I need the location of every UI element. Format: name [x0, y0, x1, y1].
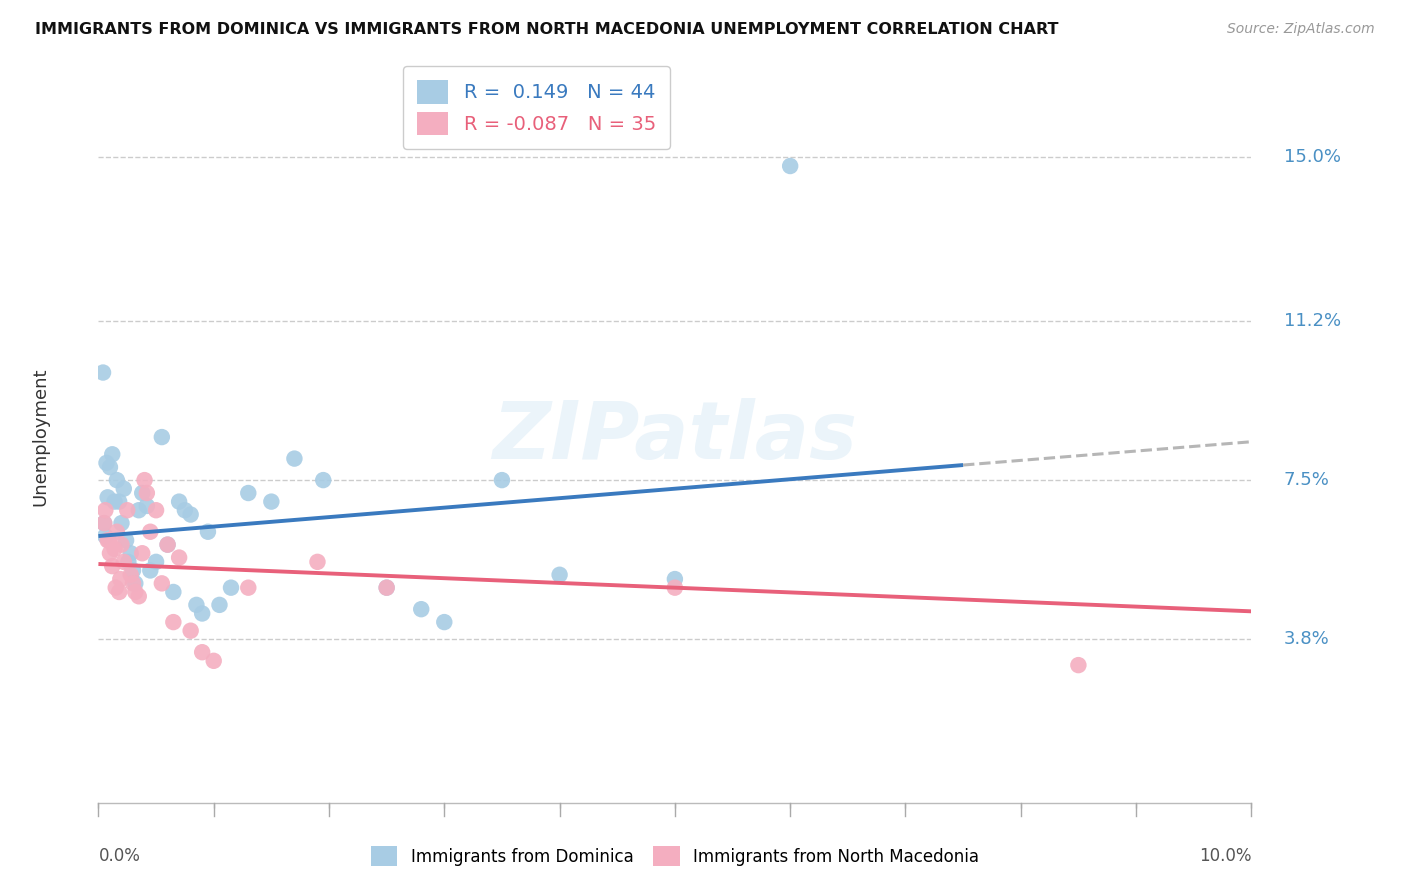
Point — [411, 602, 433, 616]
Text: IMMIGRANTS FROM DOMINICA VS IMMIGRANTS FROM NORTH MACEDONIA UNEMPLOYMENT CORRELA: IMMIGRANTS FROM DOMINICA VS IMMIGRANTS F… — [35, 22, 1059, 37]
Text: ZIPatlas: ZIPatlas — [492, 398, 858, 476]
Point — [124, 585, 146, 599]
Point — [134, 473, 156, 487]
Point — [180, 508, 202, 522]
Point — [103, 541, 125, 556]
Point — [110, 538, 132, 552]
Point — [131, 546, 153, 560]
Point — [219, 581, 242, 595]
Point — [96, 456, 118, 470]
Point — [112, 482, 135, 496]
Point — [150, 430, 173, 444]
Legend: R =  0.149   N = 44, R = -0.087   N = 35: R = 0.149 N = 44, R = -0.087 N = 35 — [404, 66, 669, 149]
Point — [202, 654, 225, 668]
Point — [94, 529, 117, 543]
Point — [167, 494, 190, 508]
Point — [112, 555, 135, 569]
Legend: Immigrants from Dominica, Immigrants from North Macedonia: Immigrants from Dominica, Immigrants fro… — [364, 839, 986, 873]
Text: 10.0%: 10.0% — [1199, 847, 1251, 864]
Point — [162, 585, 184, 599]
Point — [191, 607, 214, 621]
Point — [145, 555, 167, 569]
Point — [98, 546, 121, 560]
Point — [108, 494, 131, 508]
Point — [208, 598, 231, 612]
Point — [94, 503, 117, 517]
Point — [120, 546, 142, 560]
Point — [122, 576, 145, 591]
Point — [131, 486, 153, 500]
Point — [117, 503, 139, 517]
Point — [139, 524, 162, 539]
Point — [156, 538, 179, 552]
Point — [167, 550, 190, 565]
Point — [548, 567, 571, 582]
Point — [664, 581, 686, 595]
Point — [103, 494, 125, 508]
Point — [260, 494, 283, 508]
Point — [98, 460, 121, 475]
Point — [124, 576, 146, 591]
Text: 0.0%: 0.0% — [98, 847, 141, 864]
Point — [120, 567, 142, 582]
Point — [139, 564, 162, 578]
Point — [375, 581, 398, 595]
Point — [186, 598, 208, 612]
Point — [145, 503, 167, 517]
Point — [97, 533, 120, 548]
Text: 7.5%: 7.5% — [1284, 471, 1330, 489]
Point — [312, 473, 335, 487]
Text: Source: ZipAtlas.com: Source: ZipAtlas.com — [1227, 22, 1375, 37]
Point — [97, 533, 120, 548]
Point — [117, 555, 139, 569]
Point — [122, 564, 145, 578]
Point — [491, 473, 513, 487]
Point — [110, 572, 132, 586]
Point — [664, 572, 686, 586]
Point — [238, 581, 260, 595]
Point — [101, 559, 124, 574]
Point — [101, 447, 124, 461]
Point — [135, 499, 157, 513]
Text: Unemployment: Unemployment — [32, 368, 49, 507]
Point — [105, 524, 128, 539]
Point — [307, 555, 329, 569]
Point — [156, 538, 179, 552]
Point — [91, 366, 114, 380]
Text: 11.2%: 11.2% — [1284, 312, 1341, 330]
Point — [433, 615, 456, 629]
Point — [110, 516, 132, 530]
Point — [108, 585, 131, 599]
Point — [191, 645, 214, 659]
Point — [779, 159, 801, 173]
Point — [162, 615, 184, 629]
Point — [375, 581, 398, 595]
Point — [93, 516, 115, 530]
Point — [238, 486, 260, 500]
Point — [1067, 658, 1090, 673]
Point — [180, 624, 202, 638]
Point — [283, 451, 305, 466]
Point — [93, 516, 115, 530]
Point — [128, 589, 150, 603]
Point — [197, 524, 219, 539]
Point — [150, 576, 173, 591]
Text: 15.0%: 15.0% — [1284, 148, 1341, 167]
Point — [104, 581, 127, 595]
Point — [97, 491, 120, 505]
Point — [135, 486, 157, 500]
Point — [105, 473, 128, 487]
Point — [128, 503, 150, 517]
Point — [115, 533, 138, 548]
Text: 3.8%: 3.8% — [1284, 631, 1329, 648]
Point — [174, 503, 197, 517]
